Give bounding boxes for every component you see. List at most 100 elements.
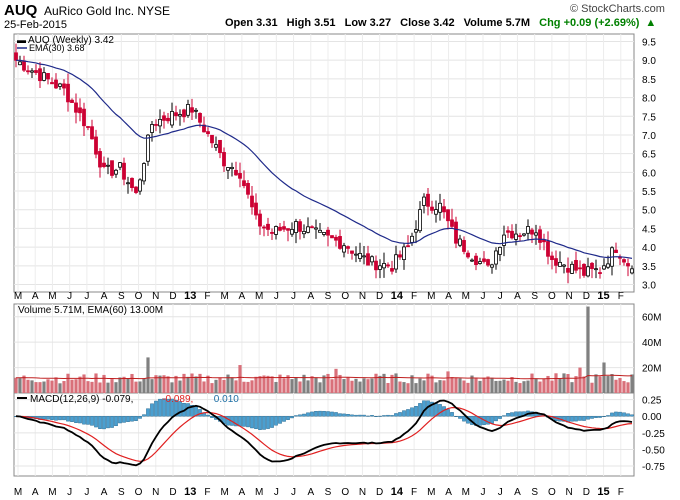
volume-bar xyxy=(354,378,358,393)
macd-histogram-bar xyxy=(254,416,258,429)
price-ytick-label: 3.5 xyxy=(642,262,656,273)
volume-bar xyxy=(146,357,150,393)
volume-bar xyxy=(458,378,462,393)
volume-bar xyxy=(530,373,534,393)
x-axis-label-top: 14 xyxy=(391,290,404,302)
candle-body xyxy=(478,261,482,264)
candle-body xyxy=(50,82,54,85)
candle-body xyxy=(594,268,598,271)
candle-body xyxy=(414,229,418,233)
x-axis-label-top: M xyxy=(255,291,263,302)
macd-histogram-bar xyxy=(614,411,618,417)
volume-bar xyxy=(98,382,102,393)
x-axis-label-top: D xyxy=(583,291,590,302)
quote-open: Open 3.31 xyxy=(225,17,278,29)
volume-bar xyxy=(366,379,370,393)
macd-histogram-bar xyxy=(62,416,66,421)
volume-bar xyxy=(306,380,310,393)
x-axis-label-bottom: A xyxy=(101,487,108,498)
macd-histogram-bar xyxy=(114,416,118,427)
x-axis-label-bottom: 14 xyxy=(391,486,404,498)
candle-body xyxy=(542,239,546,243)
candle-body xyxy=(430,206,434,211)
volume-ytick-label: 40M xyxy=(642,338,661,349)
x-axis-label-bottom: M xyxy=(48,487,56,498)
x-axis-label-top: J xyxy=(67,291,72,302)
macd-ytick-label: -0.50 xyxy=(642,445,665,456)
x-axis-label-bottom: J xyxy=(291,487,296,498)
volume-bar xyxy=(50,380,54,393)
volume-bar xyxy=(202,381,206,393)
macd-histogram-bar xyxy=(626,413,630,417)
macd-histogram-bar xyxy=(502,415,506,417)
candle-body xyxy=(354,253,358,256)
candle-body xyxy=(202,124,206,133)
candle-body xyxy=(614,249,618,253)
candle-body xyxy=(126,182,130,185)
candle-body xyxy=(314,227,318,230)
volume-bar xyxy=(442,380,446,393)
volume-bar xyxy=(606,375,610,393)
x-axis-label-bottom: A xyxy=(239,487,246,498)
x-axis-label-bottom: S xyxy=(118,487,125,498)
candle-body xyxy=(410,235,414,243)
candle-body xyxy=(306,226,310,233)
candle-body xyxy=(166,117,170,122)
macd-histogram-bar xyxy=(266,416,270,429)
candle-body xyxy=(54,79,58,89)
candle-body xyxy=(450,219,454,227)
candle-body xyxy=(190,107,194,113)
macd-histogram-bar xyxy=(106,416,110,429)
volume-bar xyxy=(518,383,522,393)
volume-bar xyxy=(66,373,70,393)
macd-histogram-bar xyxy=(274,416,278,426)
macd-histogram-bar xyxy=(322,410,326,417)
volume-bar xyxy=(494,380,498,393)
candle-body xyxy=(102,162,106,168)
volume-bar xyxy=(546,375,550,393)
volume-bar xyxy=(270,376,274,393)
price-ytick-label: 8.5 xyxy=(642,75,656,86)
volume-bar xyxy=(18,378,22,393)
candle-body xyxy=(498,246,502,255)
price-ytick-label: 5.0 xyxy=(642,206,656,217)
price-ytick-label: 5.5 xyxy=(642,187,656,198)
volume-ema-line xyxy=(16,374,633,380)
candle-body xyxy=(286,228,290,231)
volume-bar xyxy=(210,383,214,393)
x-axis-label-top: N xyxy=(152,291,159,302)
volume-bar xyxy=(502,379,506,393)
candle-body xyxy=(298,221,302,232)
macd-histogram-bar xyxy=(506,413,510,417)
candle-body xyxy=(246,183,250,195)
candle-body xyxy=(146,134,150,162)
macd-histogram-bar xyxy=(310,411,314,417)
candle-body xyxy=(318,229,322,233)
macd-histogram-bar xyxy=(298,414,302,417)
volume-bar xyxy=(550,380,554,393)
volume-bar xyxy=(478,380,482,393)
candle-body xyxy=(150,124,154,133)
macd-histogram-bar xyxy=(446,409,450,417)
macd-histogram-bar xyxy=(462,416,466,422)
candle-body xyxy=(574,259,578,271)
macd-ytick-label: -0.25 xyxy=(642,429,665,440)
volume-bar xyxy=(70,379,74,393)
candle-body xyxy=(506,230,510,233)
volume-bar xyxy=(230,377,234,393)
macd-histogram-bar xyxy=(346,414,350,417)
volume-bar xyxy=(338,374,342,393)
x-axis-label-top: D xyxy=(376,291,383,302)
x-axis-label-bottom: 15 xyxy=(597,486,609,498)
volume-bar xyxy=(326,373,330,393)
volume-bar xyxy=(610,374,614,393)
candle-body xyxy=(138,179,142,192)
candle-body xyxy=(482,258,486,262)
candle-body xyxy=(18,61,22,66)
price-ytick-label: 7.0 xyxy=(642,131,656,142)
candle-body xyxy=(214,144,218,148)
volume-bar xyxy=(318,382,322,393)
candle-body xyxy=(106,164,110,167)
x-axis-label-bottom: F xyxy=(411,487,417,498)
x-axis-label-top: O xyxy=(341,291,349,302)
